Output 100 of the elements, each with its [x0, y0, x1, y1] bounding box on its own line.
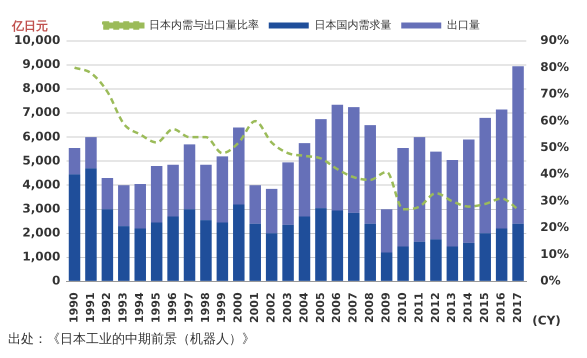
x-tick-label: 2004 — [297, 292, 310, 324]
y-tick-label: 5,000 — [22, 153, 60, 168]
bar — [332, 210, 344, 281]
y2-tick-label: 30% — [540, 193, 570, 208]
bar — [364, 224, 376, 281]
y-tick-label: 0 — [52, 274, 60, 288]
bar — [348, 212, 360, 281]
bar — [282, 162, 294, 225]
bar — [446, 160, 458, 247]
x-tick-label: 2005 — [314, 292, 327, 324]
bar — [496, 228, 508, 281]
y-tick-label: 7,000 — [22, 105, 60, 120]
bar — [512, 224, 524, 281]
y2-tick-label: 90% — [540, 33, 570, 48]
bar — [414, 242, 426, 281]
bar — [315, 208, 327, 281]
x-tick-label: 1992 — [100, 292, 114, 324]
y-tick-label: 10,000 — [14, 33, 60, 48]
x-tick-label: 2000 — [232, 292, 245, 324]
y2-tick-label: 50% — [540, 140, 570, 154]
y-tick-label: 1,000 — [22, 249, 60, 264]
bar — [463, 242, 475, 281]
x-tick-label: 1993 — [116, 292, 130, 324]
bar — [430, 239, 442, 281]
x-tick-label: 1998 — [198, 292, 212, 324]
x-tick-label: 2013 — [445, 292, 458, 324]
bar — [102, 209, 114, 281]
bar — [118, 226, 130, 281]
y2-tick-label: 70% — [540, 86, 570, 101]
bar — [496, 110, 508, 228]
x-tick-label: 2011 — [412, 292, 426, 324]
bar — [233, 128, 245, 204]
x-tick-label: 1994 — [133, 292, 146, 324]
bar — [184, 144, 196, 210]
x-axis-title: (CY) — [532, 314, 561, 328]
x-tick-label: 2014 — [462, 292, 475, 324]
x-tick-label: 2010 — [396, 292, 409, 324]
x-tick-label: 2017 — [510, 292, 524, 324]
bar — [512, 66, 524, 224]
bar — [380, 252, 392, 281]
y2-tick-label: 40% — [540, 166, 570, 181]
y-axis-title: 亿日元 — [11, 19, 48, 34]
x-tick-label: 1997 — [182, 292, 196, 324]
y-tick-label: 8,000 — [22, 81, 60, 96]
bar — [446, 246, 458, 281]
bar — [68, 174, 80, 281]
x-tick-label: 2006 — [330, 292, 344, 324]
bar — [85, 168, 97, 281]
y-tick-label: 2,000 — [22, 225, 60, 240]
bar — [414, 137, 426, 242]
x-tick-label: 1996 — [166, 292, 179, 324]
bar — [463, 140, 475, 243]
bar — [430, 152, 442, 240]
y2-tick-label: 60% — [540, 113, 570, 128]
y-tick-label: 3,000 — [22, 201, 60, 216]
x-tick-label: 2009 — [380, 292, 393, 324]
bar — [118, 185, 130, 226]
x-tick-label: 1991 — [84, 292, 97, 324]
bar — [348, 107, 360, 213]
x-tick-label: 2001 — [248, 292, 262, 324]
y-tick-label: 4,000 — [22, 177, 60, 192]
bar — [479, 118, 491, 234]
legend-label: 出口量 — [446, 18, 480, 32]
bar — [184, 209, 196, 281]
bar — [380, 209, 392, 253]
x-tick-label: 2008 — [363, 292, 376, 324]
bar — [167, 164, 179, 216]
bar — [216, 156, 228, 222]
y2-tick-label: 10% — [540, 246, 570, 261]
bar — [397, 148, 409, 247]
x-tick-label: 1999 — [215, 292, 228, 324]
bar — [266, 188, 278, 234]
x-tick-label: 2002 — [264, 292, 278, 324]
bar — [167, 216, 179, 281]
bar — [102, 178, 114, 210]
x-tick-label: 1995 — [150, 292, 163, 324]
x-tick-label: 2012 — [428, 292, 442, 324]
x-tick-label: 2007 — [346, 292, 360, 324]
bar — [134, 228, 146, 281]
x-tick-label: 2003 — [280, 292, 294, 324]
bar — [397, 246, 409, 281]
x-tick-label: 2015 — [478, 292, 492, 324]
bar — [200, 164, 212, 220]
bar — [68, 148, 80, 174]
bar — [150, 222, 162, 281]
bar — [134, 184, 146, 228]
y2-tick-label: 20% — [540, 220, 570, 234]
bar — [364, 125, 376, 224]
bar — [216, 222, 228, 281]
bar — [249, 185, 261, 224]
legend-label: 日本国内需求量 — [314, 18, 392, 32]
y2-tick-label: 80% — [540, 60, 570, 74]
bar — [332, 104, 344, 210]
y-tick-label: 6,000 — [22, 129, 60, 144]
bar — [150, 166, 162, 222]
bar — [266, 233, 278, 281]
x-tick-label: 1990 — [67, 292, 80, 324]
bar — [298, 216, 310, 281]
bar — [315, 119, 327, 208]
bar — [85, 137, 97, 168]
